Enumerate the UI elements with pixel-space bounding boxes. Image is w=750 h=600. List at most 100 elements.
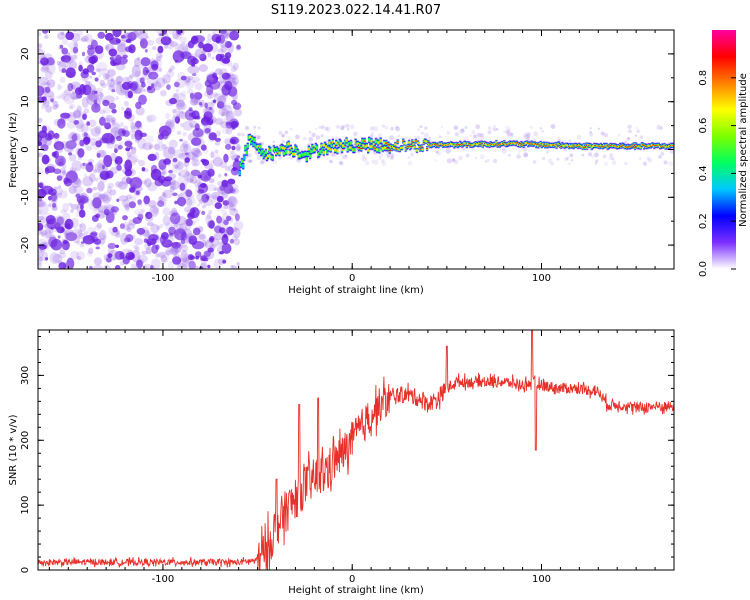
- noise-blob: [188, 107, 193, 111]
- noise-blob: [232, 102, 242, 110]
- signal-cell: [352, 148, 355, 151]
- noise-blob: [218, 173, 222, 178]
- noise-blob: [207, 220, 215, 229]
- noise-blob: [41, 154, 50, 165]
- noise-blob: [230, 150, 234, 155]
- signal-cell: [466, 143, 470, 145]
- noise-blob: [168, 139, 178, 149]
- halo-blob: [502, 147, 505, 151]
- noise-blob: [107, 242, 117, 249]
- halo-blob: [566, 156, 570, 160]
- noise-blob: [125, 204, 130, 213]
- noise-blob: [202, 159, 210, 166]
- noise-blob: [184, 224, 192, 230]
- noise-blob: [81, 132, 88, 138]
- noise-blob: [38, 199, 45, 208]
- noise-blob: [122, 198, 131, 208]
- noise-blob: [122, 76, 130, 84]
- signal-cell: [403, 142, 406, 145]
- signal-cell: [511, 142, 514, 145]
- halo-blob: [465, 153, 470, 158]
- noise-blob: [59, 176, 64, 179]
- noise-blob: [167, 147, 176, 155]
- noise-blob: [191, 159, 200, 167]
- noise-blob: [65, 140, 77, 150]
- noise-blob: [135, 120, 142, 125]
- halo-blob: [484, 160, 488, 163]
- noise-blob: [179, 182, 186, 191]
- noise-blob: [108, 48, 118, 57]
- noise-blob: [192, 128, 204, 138]
- noise-blob: [90, 199, 101, 208]
- signal-cell: [600, 146, 604, 147]
- signal-cell: [421, 148, 424, 151]
- noise-blob: [107, 245, 115, 255]
- noise-blob: [133, 57, 141, 68]
- halo-blob: [492, 127, 497, 132]
- noise-blob: [131, 134, 136, 140]
- noise-blob: [220, 113, 225, 117]
- signal-cell: [355, 143, 358, 146]
- signal-cell: [382, 142, 386, 145]
- noise-blob: [80, 241, 85, 244]
- noise-blob: [150, 60, 159, 69]
- noise-blob: [231, 145, 236, 151]
- signal-cell: [296, 150, 299, 154]
- noise-blob: [40, 57, 49, 66]
- noise-blob: [145, 215, 154, 222]
- y-tick-label: 0: [20, 567, 31, 573]
- noise-blob: [223, 30, 229, 36]
- noise-blob: [161, 169, 167, 176]
- halo-blob: [469, 134, 472, 137]
- noise-blob: [222, 91, 227, 95]
- signal-cell: [243, 155, 246, 160]
- signal-cell: [287, 142, 290, 145]
- noise-blob: [57, 235, 61, 239]
- halo-blob: [480, 136, 485, 141]
- noise-blob: [220, 98, 227, 104]
- noise-blob: [125, 115, 130, 121]
- noise-blob: [172, 163, 180, 174]
- signal-cell: [330, 143, 333, 147]
- signal-cell: [553, 145, 556, 146]
- noise-blob: [44, 86, 51, 93]
- signal-cell: [247, 135, 250, 140]
- noise-blob: [161, 197, 166, 203]
- noise-blob: [221, 179, 229, 188]
- signal-cell: [388, 150, 391, 152]
- noise-blob: [185, 171, 190, 176]
- noise-blob: [207, 52, 212, 58]
- noise-blob: [158, 67, 162, 73]
- noise-blob: [217, 241, 224, 247]
- signal-cell: [518, 143, 521, 145]
- noise-blob: [179, 111, 185, 114]
- noise-blob: [207, 33, 212, 41]
- noise-blob: [221, 186, 229, 199]
- noise-blob: [227, 196, 238, 207]
- noise-blob: [76, 105, 82, 113]
- noise-blob: [198, 53, 202, 59]
- signal-cell: [278, 151, 281, 155]
- noise-blob: [167, 120, 176, 133]
- noise-blob: [192, 240, 205, 250]
- noise-blob: [191, 76, 201, 83]
- noise-blob: [88, 247, 94, 254]
- halo-blob: [550, 161, 555, 166]
- noise-blob: [107, 253, 113, 258]
- noise-blob: [125, 234, 134, 243]
- noise-blob: [52, 205, 59, 211]
- halo-blob: [602, 154, 607, 159]
- noise-blob: [45, 82, 51, 86]
- noise-blob: [195, 147, 201, 154]
- noise-blob: [168, 30, 175, 35]
- noise-blob: [180, 51, 192, 59]
- halo-blob: [493, 125, 496, 128]
- noise-blob: [139, 62, 147, 69]
- noise-blob: [158, 159, 167, 171]
- signal-cell: [451, 143, 454, 146]
- noise-blob: [110, 78, 115, 82]
- noise-blob: [179, 36, 188, 44]
- noise-blob: [137, 199, 142, 205]
- noise-blob: [129, 177, 143, 189]
